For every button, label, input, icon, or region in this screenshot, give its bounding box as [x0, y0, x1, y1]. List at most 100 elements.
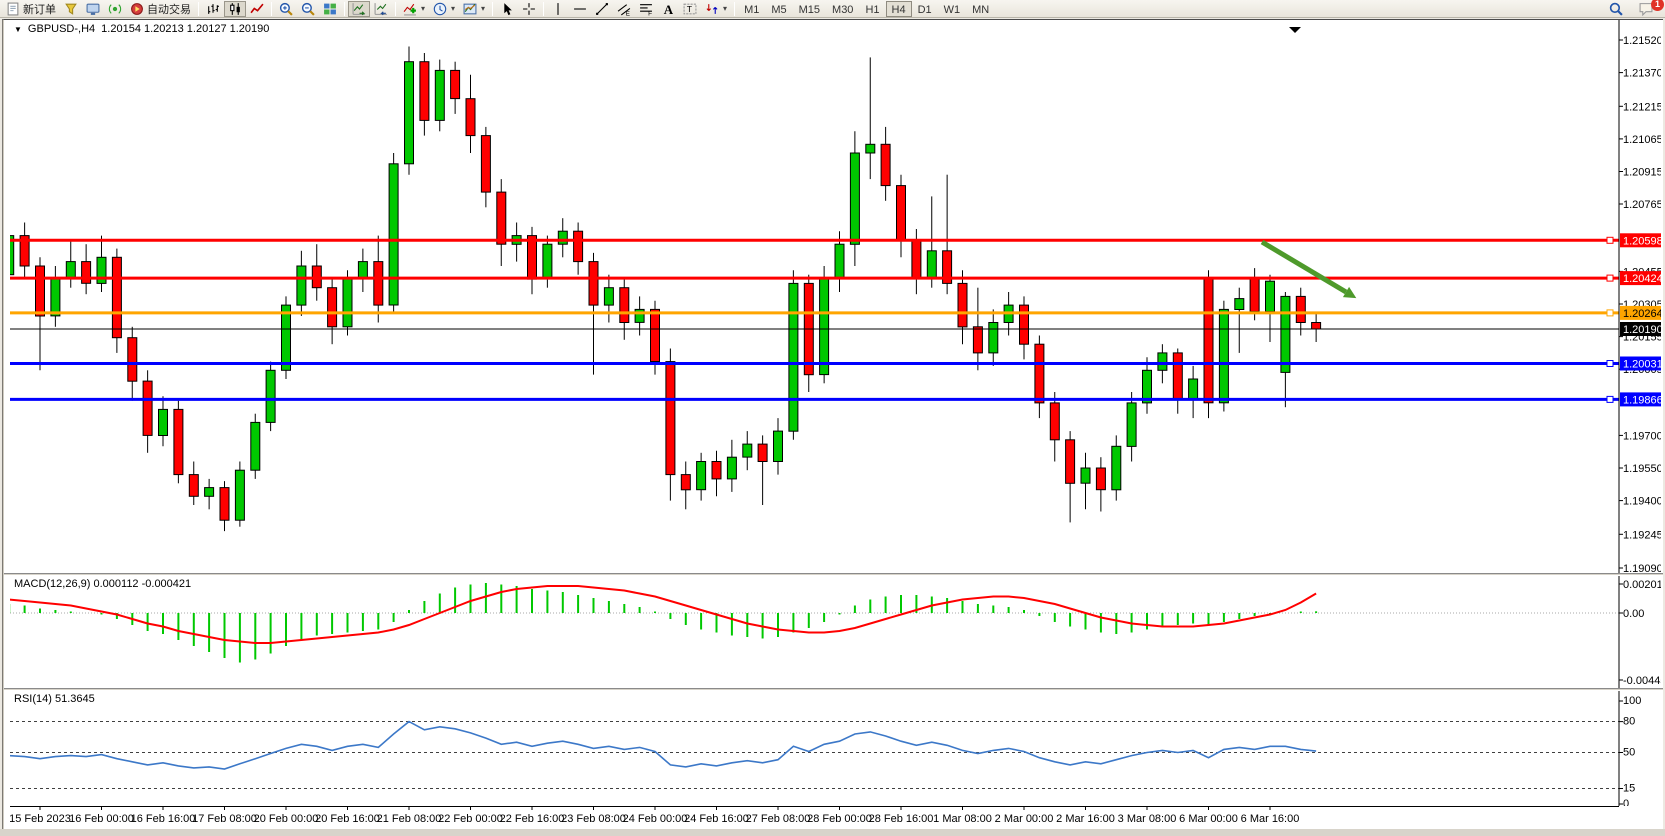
signal-button[interactable]: [104, 1, 126, 17]
trendline-button[interactable]: [591, 1, 613, 17]
shapes-button[interactable]: ▾: [701, 1, 731, 17]
funnel-button[interactable]: [60, 1, 82, 17]
new-order-button-label: 新订单: [23, 3, 56, 16]
line-chart-button[interactable]: [246, 1, 268, 17]
cursor-button[interactable]: [496, 1, 518, 17]
trend-arrow-annotation: [1260, 239, 1357, 299]
timeframe-h4-button[interactable]: H4: [885, 0, 912, 17]
periods-button[interactable]: ▾: [429, 1, 459, 17]
autotrading-icon: [131, 2, 143, 15]
svg-text:1 Mar 08:00: 1 Mar 08:00: [933, 813, 992, 825]
timeframe-m1-button[interactable]: M1: [744, 3, 760, 16]
autotrading-button-label: 自动交易: [147, 3, 191, 16]
svg-text:21 Feb 08:00: 21 Feb 08:00: [377, 813, 442, 825]
terminal-button[interactable]: [82, 1, 104, 17]
toolbar-separator: [734, 1, 736, 16]
auto-scroll-button[interactable]: [348, 0, 370, 17]
timeframe-w1-button[interactable]: W1: [943, 3, 961, 16]
dropdown-arrow-icon[interactable]: ▾: [481, 4, 486, 13]
fibonacci-button[interactable]: F: [635, 1, 657, 17]
macd-signal-line: [10, 585, 1317, 644]
cursor-icon: [504, 2, 512, 15]
candlestick-button[interactable]: [224, 0, 246, 17]
collapse-triangle-icon[interactable]: ▼: [14, 24, 22, 34]
channel-icon: E: [617, 3, 631, 16]
timeframe-m5-button[interactable]: M5: [771, 3, 787, 16]
timeframe-m30-button[interactable]: M30: [832, 3, 854, 16]
toolbar-separator: [271, 1, 272, 16]
svg-text:15: 15: [1623, 783, 1635, 795]
horizontal-line-button[interactable]: [569, 1, 591, 17]
svg-text:27 Feb 08:00: 27 Feb 08:00: [746, 813, 811, 825]
funnel-icon: [65, 3, 77, 15]
chart-shift-icon: [374, 2, 387, 15]
svg-text:1.20765: 1.20765: [1623, 199, 1661, 211]
tile-windows-button[interactable]: [319, 1, 341, 17]
toolbar-separator: [395, 1, 396, 16]
indicators-button[interactable]: ▾: [399, 1, 429, 17]
svg-text:20 Feb 16:00: 20 Feb 16:00: [315, 813, 380, 825]
chart-shift-marker: [1289, 27, 1301, 33]
zoom-out-icon: [301, 2, 315, 16]
svg-text:1.19866: 1.19866: [1623, 394, 1661, 406]
svg-text:0.00: 0.00: [1623, 608, 1644, 620]
auto-scroll-icon: [352, 2, 366, 15]
rsi-line: [10, 720, 1317, 770]
svg-text:0: 0: [1623, 798, 1629, 806]
timeframe-h1-button[interactable]: H1: [865, 3, 880, 16]
rsi-panel: 100 80 50 15 0 RSI(14) 51.3645: [4, 691, 1663, 806]
rsi-canvas[interactable]: 100 80 50 15 0: [10, 691, 1661, 806]
signal-icon: [108, 3, 122, 14]
zoom-in-icon: [279, 2, 293, 16]
svg-text:1.19090: 1.19090: [1623, 563, 1661, 573]
dropdown-arrow-icon[interactable]: ▾: [723, 4, 728, 13]
crosshair-button[interactable]: [518, 1, 540, 17]
dropdown-arrow-icon[interactable]: ▾: [451, 4, 456, 13]
time-axis[interactable]: 15 Feb 2023 16 Feb 00:00 16 Feb 16:00 17 Fe…: [4, 806, 1663, 830]
rsi-value: 51.3645: [54, 693, 95, 705]
price-chart-canvas[interactable]: 1.21520 1.21370 1.21215 1.21065 1.20915 1.207…: [10, 20, 1661, 573]
candles-layer: [10, 46, 1322, 532]
bar-chart-icon: [208, 3, 219, 14]
vertical-line-button[interactable]: [547, 1, 569, 17]
svg-text:2 Mar 16:00: 2 Mar 16:00: [1056, 813, 1115, 825]
search-button[interactable]: [1605, 1, 1627, 17]
vertical-line-icon: [557, 2, 559, 15]
chart-shift-button[interactable]: [370, 1, 392, 17]
new-order-button[interactable]: 新订单: [2, 1, 60, 17]
zoom-out-button[interactable]: [297, 1, 319, 17]
timeframe-d1-button[interactable]: D1: [917, 3, 932, 16]
toolbar-separator: [543, 1, 545, 16]
svg-text:1.20264: 1.20264: [1623, 308, 1661, 320]
svg-text:F: F: [648, 10, 652, 16]
dropdown-arrow-icon[interactable]: ▾: [421, 4, 426, 13]
template-icon: [463, 3, 477, 14]
svg-text:1.21370: 1.21370: [1623, 68, 1661, 80]
label-button[interactable]: T: [679, 1, 701, 17]
autotrading-button[interactable]: 自动交易: [126, 1, 195, 17]
svg-text:20 Feb 00:00: 20 Feb 00:00: [254, 813, 319, 825]
macd-label: MACD(12,26,9) 0.000112 -0.000421: [14, 578, 192, 590]
text-button[interactable]: A: [657, 1, 679, 17]
templates-button[interactable]: ▾: [459, 1, 489, 17]
search-icon: [1609, 2, 1623, 16]
panel-splitter[interactable]: [4, 688, 1663, 691]
panel-splitter[interactable]: [4, 573, 1663, 576]
timeframe-mn-button[interactable]: MN: [972, 3, 990, 16]
horizontal-lines-layer: [10, 236, 1619, 403]
timeframe-m15-button[interactable]: M15: [798, 3, 821, 16]
toolbar-buttons: 新订单 自动交易 ▾ ▾ ▾ E F A T ▾: [2, 0, 738, 17]
zoom-in-button[interactable]: [275, 1, 297, 17]
macd-canvas[interactable]: 0.002015 0.00 -0.004451: [10, 576, 1661, 688]
channel-button[interactable]: E: [613, 1, 635, 17]
svg-text:0.002015: 0.002015: [1623, 579, 1661, 591]
bar-chart-button[interactable]: [202, 1, 224, 17]
price-panel: 1.21520 1.21370 1.21215 1.21065 1.20915 1.207…: [4, 20, 1663, 573]
chart-window: 1.21520 1.21370 1.21215 1.21065 1.20915 1.207…: [2, 19, 1663, 830]
chart-symbol-timeframe: GBPUSD-,H4: [27, 23, 96, 35]
horizontal-line-icon: [574, 7, 586, 10]
svg-text:24 Feb 00:00: 24 Feb 00:00: [623, 813, 688, 825]
chat-button[interactable]: 1: [1635, 0, 1664, 17]
